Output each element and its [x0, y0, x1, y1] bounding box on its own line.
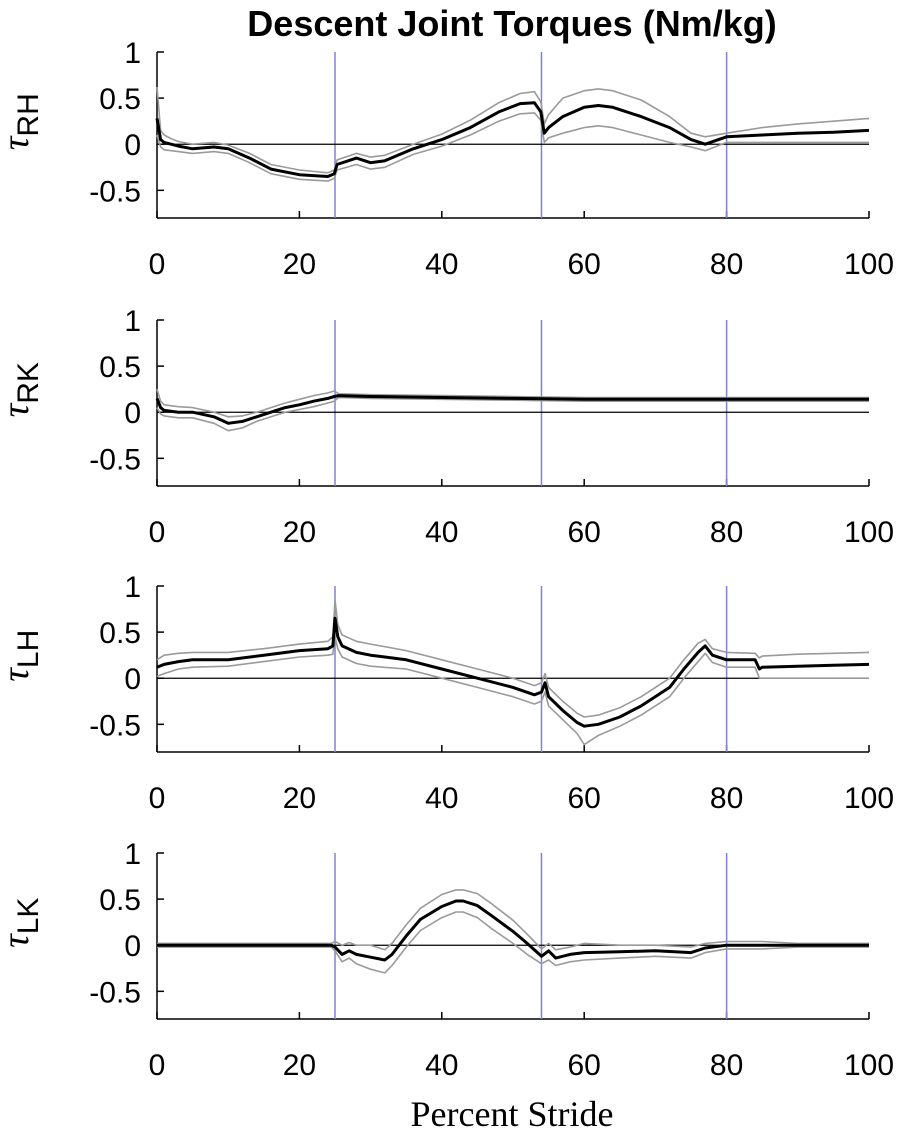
x-tick-label: 100 — [844, 782, 894, 815]
x-tick-label: 40 — [425, 516, 458, 549]
x-tick-label: 0 — [149, 516, 166, 549]
y-tick-label: 1 — [124, 305, 141, 338]
y-axis-label: τRH — [0, 93, 45, 150]
ylabel-subscript: LH — [12, 630, 45, 668]
x-tick-label: 40 — [425, 1049, 458, 1082]
subplot-rh: 1 0.5 0 -0.5 0 20 40 60 80 100 τRH — [0, 37, 894, 281]
mean-torque-line — [156, 616, 870, 728]
y-tick-label: 0 — [124, 930, 141, 963]
x-tick-label: 40 — [425, 782, 458, 815]
mean-torque-line — [157, 899, 869, 962]
tau-symbol: τ — [0, 933, 37, 948]
upper-band-line — [157, 889, 869, 951]
x-tick-label: 0 — [149, 1049, 166, 1082]
x-tick-label: 100 — [844, 516, 894, 549]
x-tick-label: 60 — [568, 516, 601, 549]
subplot-stack: 10.50-0.5020406080100τRH10.50-0.50204060… — [0, 37, 894, 1082]
subplot-lh: 1 0.5 0 -0.5 0 20 40 60 80 100 τLH — [0, 571, 894, 815]
figure-title: Descent Joint Torques (Nm/kg) — [247, 3, 776, 44]
y-tick-label: -0.5 — [89, 175, 141, 208]
mean-torque-line — [155, 101, 870, 178]
y-axis-label: τRK — [0, 362, 45, 417]
x-tick-label: 0 — [149, 248, 166, 281]
y-axis-label: τLK — [0, 898, 45, 948]
ylabel-subscript: RH — [12, 93, 45, 136]
y-tick-label: -0.5 — [89, 976, 141, 1009]
x-tick-label: 60 — [568, 782, 601, 815]
x-tick-label: 60 — [568, 1049, 601, 1082]
subplot-lk: 1 0.5 0 -0.5 0 20 40 60 80 100 τLK — [0, 838, 894, 1082]
x-tick-label: 60 — [568, 248, 601, 281]
y-tick-label: 0 — [124, 397, 141, 430]
lower-band-line — [156, 635, 869, 746]
y-tick-label: 0 — [124, 663, 141, 696]
lower-band-line — [156, 112, 869, 182]
y-tick-label: 0.5 — [99, 83, 141, 116]
x-tick-label: 80 — [710, 1049, 743, 1082]
ylabel-subscript: RK — [12, 362, 45, 404]
y-tick-label: 1 — [124, 571, 141, 604]
x-tick-label: 40 — [425, 248, 458, 281]
upper-band-line — [156, 86, 870, 174]
tau-symbol: τ — [0, 135, 37, 150]
x-tick-label: 80 — [710, 248, 743, 281]
upper-band-line — [156, 599, 870, 718]
x-tick-label: 20 — [283, 782, 316, 815]
y-tick-label: 1 — [124, 838, 141, 871]
x-tick-label: 100 — [844, 248, 894, 281]
y-tick-label: 1 — [124, 37, 141, 70]
tau-symbol: τ — [0, 667, 37, 682]
mean-torque-line — [155, 394, 869, 425]
x-tick-label: 20 — [283, 248, 316, 281]
y-tick-label: -0.5 — [89, 709, 141, 742]
x-tick-label: 100 — [844, 1049, 894, 1082]
y-tick-label: 0.5 — [99, 351, 141, 384]
y-axis-label: τLH — [0, 630, 45, 682]
x-tick-label: 80 — [710, 516, 743, 549]
x-tick-label: 20 — [283, 516, 316, 549]
x-tick-label: 80 — [710, 782, 743, 815]
tau-symbol: τ — [0, 402, 37, 417]
x-axis-title: Percent Stride — [411, 1094, 614, 1134]
upper-band-line — [156, 388, 869, 418]
y-tick-label: 0.5 — [99, 617, 141, 650]
y-tick-label: 0.5 — [99, 884, 141, 917]
lower-band-line — [156, 396, 869, 432]
x-tick-label: 0 — [149, 782, 166, 815]
x-tick-label: 20 — [283, 1049, 316, 1082]
ylabel-subscript: LK — [12, 898, 45, 935]
y-tick-label: -0.5 — [89, 443, 141, 476]
subplot-rk: 1 0.5 0 -0.5 0 20 40 60 80 100 τRK — [0, 305, 894, 549]
y-tick-label: 0 — [124, 129, 141, 162]
lower-band-line — [157, 911, 869, 974]
